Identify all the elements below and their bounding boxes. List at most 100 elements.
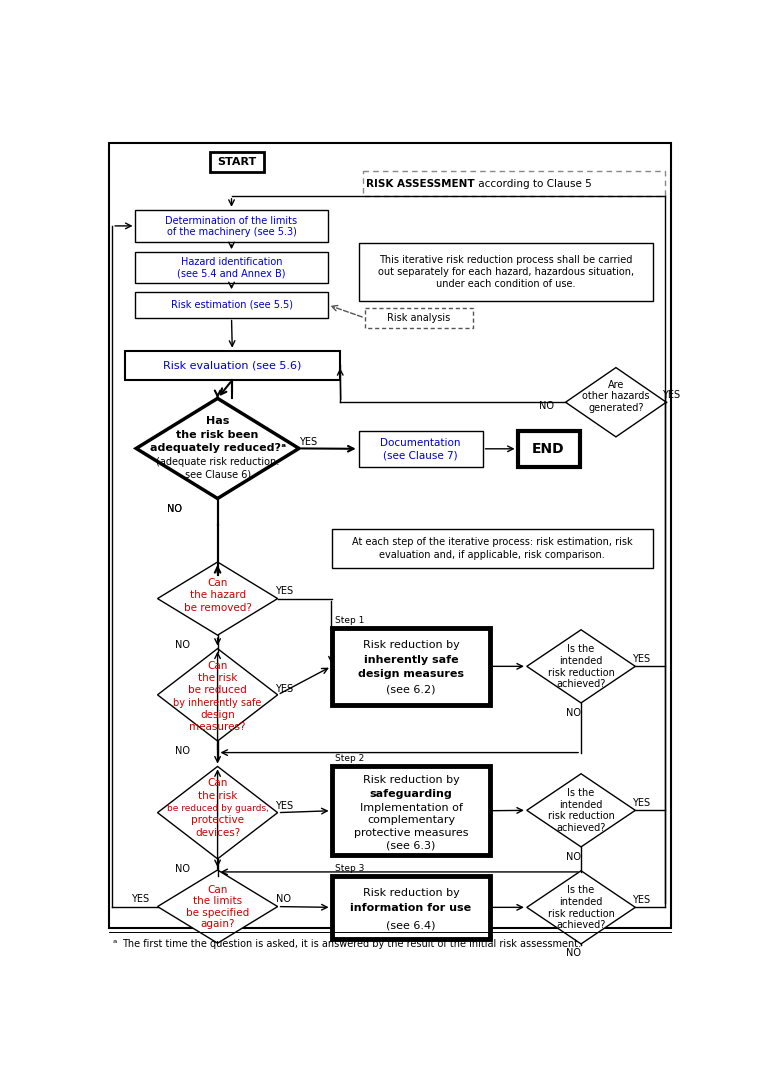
Text: Risk reduction by: Risk reduction by: [362, 888, 460, 898]
Text: END: END: [532, 441, 565, 455]
Text: Has: Has: [206, 417, 229, 426]
Text: The first time the question is asked, it is answered by the result of the initia: The first time the question is asked, it…: [123, 939, 581, 949]
Text: under each condition of use.: under each condition of use.: [436, 279, 575, 289]
Text: safeguarding: safeguarding: [370, 789, 452, 799]
Text: information for use: information for use: [350, 903, 472, 913]
Text: NO: NO: [167, 505, 183, 514]
Text: START: START: [218, 157, 256, 166]
Text: measures?: measures?: [189, 722, 246, 732]
Text: the limits: the limits: [193, 896, 242, 906]
Text: NO: NO: [175, 640, 190, 650]
Polygon shape: [158, 649, 278, 741]
Bar: [365, 307, 473, 329]
Text: inherently safe: inherently safe: [364, 655, 458, 665]
Text: Documentation: Documentation: [380, 438, 461, 448]
Text: be reduced: be reduced: [188, 685, 247, 695]
Text: intended: intended: [559, 656, 603, 666]
Bar: [125, 350, 340, 380]
Text: Can: Can: [208, 661, 228, 670]
Text: achieved?: achieved?: [556, 920, 606, 930]
Text: Step 3: Step 3: [336, 863, 365, 872]
Text: again?: again?: [200, 919, 235, 929]
Text: (see Clause 7): (see Clause 7): [384, 451, 458, 461]
Text: achieved?: achieved?: [556, 823, 606, 833]
Text: Determination of the limits: Determination of the limits: [165, 216, 298, 226]
Text: NO: NO: [539, 401, 554, 411]
Text: adequately reduced?ᵃ: adequately reduced?ᵃ: [149, 444, 285, 453]
Text: generated?: generated?: [588, 404, 644, 413]
Polygon shape: [158, 562, 278, 635]
Text: NO: NO: [565, 852, 581, 862]
Text: YES: YES: [632, 654, 651, 664]
Bar: [135, 292, 328, 318]
Polygon shape: [158, 870, 278, 943]
Polygon shape: [527, 871, 635, 944]
Polygon shape: [158, 767, 278, 859]
Text: Is the: Is the: [568, 788, 594, 798]
Bar: [332, 767, 490, 855]
Polygon shape: [527, 773, 635, 847]
Bar: [358, 431, 482, 467]
Text: (see 6.2): (see 6.2): [386, 684, 436, 695]
Text: design: design: [200, 710, 235, 720]
Text: be reduced by guards,: be reduced by guards,: [167, 803, 269, 813]
Polygon shape: [527, 629, 635, 702]
Bar: [210, 153, 264, 172]
Text: Can: Can: [208, 578, 228, 589]
Bar: [128, 202, 336, 321]
Text: the risk: the risk: [198, 790, 237, 801]
Text: according to Clause 5: according to Clause 5: [475, 178, 591, 189]
Text: be removed?: be removed?: [183, 603, 252, 613]
Bar: [135, 209, 328, 242]
Text: the hazard: the hazard: [189, 590, 246, 599]
Text: NO: NO: [175, 863, 190, 874]
Text: devices?: devices?: [195, 828, 240, 838]
Text: intended: intended: [559, 800, 603, 810]
Polygon shape: [565, 367, 667, 437]
Text: RISK ASSESSMENT: RISK ASSESSMENT: [366, 178, 475, 189]
Bar: [362, 171, 665, 195]
Text: YES: YES: [662, 390, 680, 400]
Text: Can: Can: [208, 779, 228, 788]
Text: Risk reduction by: Risk reduction by: [362, 640, 460, 650]
Bar: [332, 875, 490, 939]
Text: YES: YES: [275, 801, 293, 812]
Text: Step 1: Step 1: [336, 615, 365, 625]
Text: the risk been: the risk been: [177, 430, 259, 439]
Text: Risk reduction by: Risk reduction by: [362, 775, 460, 785]
Bar: [332, 529, 653, 568]
Bar: [517, 431, 579, 467]
Text: NO: NO: [167, 505, 183, 514]
Bar: [119, 171, 343, 525]
Text: NO: NO: [276, 894, 291, 904]
Text: At each step of the iterative process: risk estimation, risk: At each step of the iterative process: r…: [352, 537, 632, 548]
Text: design measures: design measures: [358, 669, 464, 679]
Text: NO: NO: [175, 746, 190, 756]
Text: risk reduction: risk reduction: [548, 909, 614, 918]
Text: the risk: the risk: [198, 673, 237, 683]
Text: Is the: Is the: [568, 644, 594, 654]
Polygon shape: [136, 398, 299, 498]
Text: (see 5.4 and Annex B): (see 5.4 and Annex B): [177, 268, 286, 278]
Text: complementary: complementary: [367, 815, 455, 825]
Text: Is the: Is the: [568, 885, 594, 896]
Text: Hazard identification: Hazard identification: [181, 257, 282, 267]
Text: YES: YES: [132, 894, 149, 904]
Text: This iterative risk reduction process shall be carried: This iterative risk reduction process sh…: [379, 255, 632, 265]
Text: protective measures: protective measures: [354, 828, 468, 839]
Bar: [332, 628, 490, 705]
Text: YES: YES: [299, 437, 317, 447]
Text: Are: Are: [608, 380, 624, 390]
Text: out separately for each hazard, hazardous situation,: out separately for each hazard, hazardou…: [377, 267, 634, 277]
Text: intended: intended: [559, 897, 603, 906]
Text: ᵃ: ᵃ: [112, 939, 116, 949]
Text: YES: YES: [275, 586, 293, 596]
Bar: [135, 252, 328, 282]
Bar: [358, 243, 653, 301]
Text: Implementation of: Implementation of: [359, 803, 463, 813]
Text: Can: Can: [208, 885, 228, 895]
Text: (adequate risk reduction:: (adequate risk reduction:: [156, 458, 279, 467]
Text: by inherently safe: by inherently safe: [174, 697, 262, 708]
Text: see Clause 6): see Clause 6): [184, 469, 250, 480]
Text: Step 2: Step 2: [336, 754, 365, 764]
